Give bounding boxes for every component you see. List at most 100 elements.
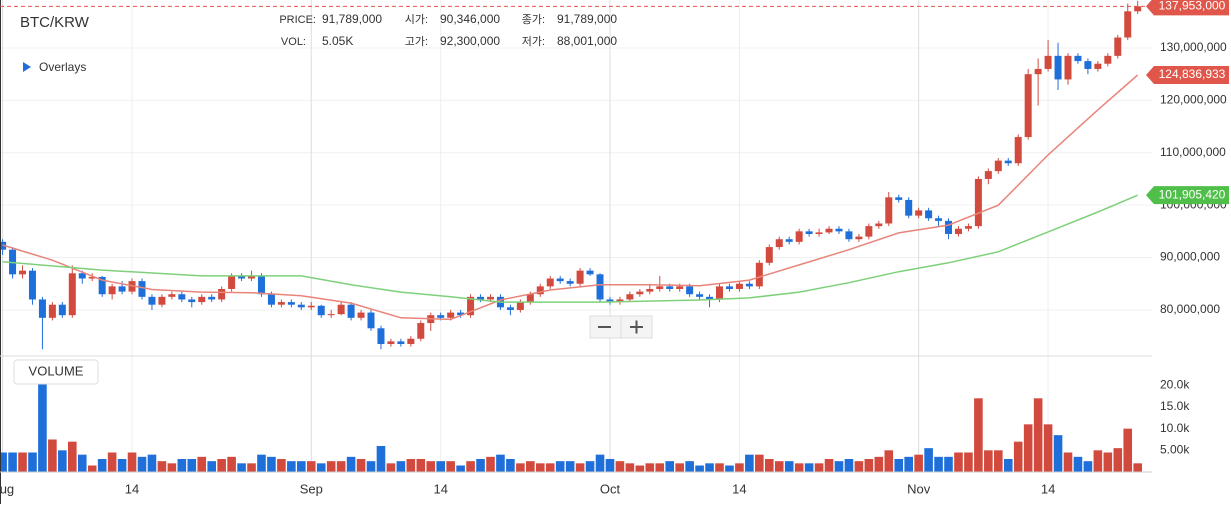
candle-body bbox=[994, 160, 1002, 172]
volume-bar bbox=[575, 463, 585, 472]
volume-tick-label: 5.00k bbox=[1160, 442, 1190, 456]
volume-bar bbox=[1013, 441, 1023, 472]
candle-body bbox=[317, 305, 325, 316]
volume-bar bbox=[735, 463, 744, 472]
candle-body bbox=[307, 305, 315, 308]
volume-bar bbox=[127, 452, 137, 472]
candle-body bbox=[1114, 37, 1122, 56]
volume-bar bbox=[764, 458, 774, 472]
volume-bar bbox=[984, 450, 993, 472]
price-tag bbox=[1146, 66, 1229, 85]
candle-body bbox=[536, 286, 544, 295]
volume-bar bbox=[177, 458, 187, 472]
candle-body bbox=[636, 291, 644, 295]
volume-bar bbox=[217, 458, 226, 472]
candle-body bbox=[984, 171, 992, 179]
candle-body bbox=[68, 273, 76, 316]
candle-body bbox=[287, 302, 295, 305]
zoom-controls bbox=[589, 315, 653, 339]
volume-label[interactable]: VOLUME bbox=[29, 363, 84, 378]
candle-body bbox=[865, 226, 873, 237]
volume-bar bbox=[705, 463, 714, 472]
candle-body bbox=[397, 341, 405, 344]
volume-bar bbox=[645, 463, 655, 472]
symbol: BTC/KRW bbox=[20, 14, 90, 31]
volume-bar bbox=[207, 461, 216, 472]
volume-bar bbox=[585, 461, 595, 472]
price-tag bbox=[1146, 0, 1229, 16]
candle-body bbox=[1084, 61, 1092, 69]
volume-bar bbox=[8, 452, 17, 472]
candle-body bbox=[19, 270, 27, 275]
volume-bar bbox=[565, 461, 575, 472]
info-label: 종가: bbox=[522, 13, 545, 26]
candle-body bbox=[238, 275, 246, 279]
candle-body bbox=[516, 302, 524, 310]
candle-body bbox=[835, 228, 843, 232]
candle-body bbox=[1064, 55, 1072, 80]
candle-body bbox=[556, 278, 564, 282]
volume-bar bbox=[456, 465, 465, 472]
candle-body bbox=[437, 315, 445, 318]
x-tick-label: Aug bbox=[0, 481, 14, 496]
volume-bar bbox=[605, 458, 615, 472]
volume-bar bbox=[665, 461, 675, 472]
volume-bar bbox=[1133, 463, 1142, 472]
candle-body bbox=[377, 328, 385, 344]
candle-body bbox=[178, 294, 186, 300]
volume-bar bbox=[934, 456, 943, 472]
volume-bar bbox=[1073, 456, 1083, 472]
candle-body bbox=[1104, 55, 1112, 64]
volume-bar bbox=[117, 458, 127, 472]
volume-bar bbox=[1123, 428, 1133, 472]
info-label: VOL: bbox=[281, 36, 306, 48]
zoom-out[interactable] bbox=[598, 326, 611, 328]
volume-bar bbox=[804, 463, 814, 472]
candle-body bbox=[735, 283, 743, 289]
candle-body bbox=[1054, 55, 1062, 80]
volume-bar bbox=[994, 450, 1003, 472]
overlays-toggle-icon[interactable] bbox=[23, 62, 31, 72]
candle-body bbox=[676, 286, 684, 289]
candle-body bbox=[845, 231, 853, 240]
candle-body bbox=[357, 312, 365, 318]
volume-bar bbox=[725, 465, 734, 472]
candle-body bbox=[1134, 6, 1142, 12]
price-tag-label: 101,905,420 bbox=[1159, 187, 1226, 201]
volume-bar bbox=[1083, 461, 1093, 472]
candle-body bbox=[815, 232, 823, 234]
grid: 80,000,00090,000,000100,000,000110,000,0… bbox=[0, 0, 1227, 496]
volume-bar bbox=[675, 463, 684, 472]
y-tick-label: 130,000,000 bbox=[1160, 40, 1227, 54]
volume-bar bbox=[506, 458, 515, 472]
volume-bar bbox=[476, 458, 485, 472]
candle-body bbox=[257, 275, 265, 295]
candle-body bbox=[686, 286, 694, 295]
candle-body bbox=[108, 286, 116, 295]
info-value: 91,789,000 bbox=[322, 12, 382, 26]
zoom-in[interactable] bbox=[635, 320, 638, 334]
candle-body bbox=[1004, 160, 1012, 164]
candle-body bbox=[586, 270, 594, 275]
candle-body bbox=[277, 302, 285, 305]
volume-bar bbox=[1023, 424, 1033, 472]
volume-bar bbox=[1003, 458, 1013, 472]
candle-body bbox=[596, 274, 604, 300]
candle-body bbox=[457, 312, 465, 316]
info-value: 5.05K bbox=[322, 34, 353, 48]
volume-bar bbox=[386, 463, 396, 472]
overlays-toggle[interactable]: Overlays bbox=[39, 60, 86, 74]
volume-bar bbox=[396, 461, 406, 472]
volume-bar bbox=[147, 454, 157, 472]
volume-bar bbox=[824, 458, 834, 472]
candle-body bbox=[825, 228, 833, 233]
volume-button[interactable] bbox=[13, 359, 99, 385]
volume-bar bbox=[58, 450, 67, 472]
candle-body bbox=[805, 231, 813, 234]
candle-body bbox=[964, 226, 972, 229]
volume-bar bbox=[1063, 452, 1073, 472]
candle-body bbox=[467, 296, 475, 316]
volume-bar bbox=[157, 461, 167, 472]
candle-body bbox=[716, 286, 724, 300]
volume-bar bbox=[297, 461, 306, 472]
